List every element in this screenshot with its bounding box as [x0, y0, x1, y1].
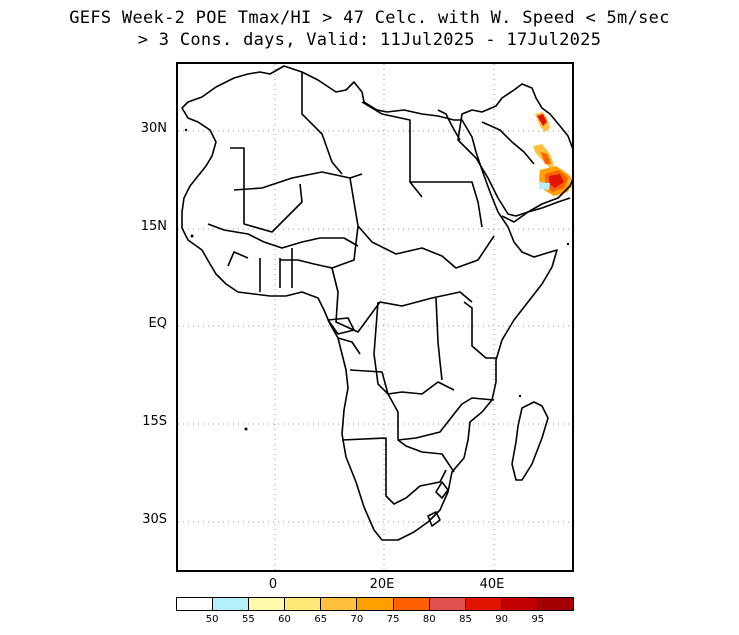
color-scale-label: 55	[241, 614, 255, 625]
map-gridlines	[178, 64, 572, 570]
africa-coastline	[181, 65, 572, 541]
lon-label-20e: 20E	[369, 577, 395, 592]
color-scale-label: 95	[531, 614, 545, 625]
small-islands	[184, 128, 570, 431]
map-panel	[176, 62, 574, 572]
color-scale-label: 60	[278, 614, 291, 625]
color-scale-cell	[501, 598, 538, 610]
color-scale-label: 75	[386, 614, 400, 625]
color-scale-label: 90	[495, 614, 508, 625]
probability-shading	[533, 112, 572, 196]
color-scale-label: 70	[350, 614, 364, 625]
lat-label-15s: 15S	[142, 414, 167, 429]
map-title-line-2: > 3 Cons. days, Valid: 11Jul2025 - 17Jul…	[137, 30, 602, 50]
lat-label-30s: 30S	[142, 512, 167, 527]
lat-label-30n: 30N	[140, 121, 167, 136]
color-scale-cell	[249, 598, 286, 610]
color-scale-cell	[213, 598, 250, 610]
color-scale-bar	[176, 597, 574, 611]
lat-label-eq: EQ	[148, 316, 167, 331]
color-scale-label: 50	[205, 614, 219, 625]
color-scale-cell	[429, 598, 466, 610]
color-scale-label: 85	[459, 614, 472, 625]
color-scale-label: 80	[422, 614, 436, 625]
lon-label-0: 0	[268, 577, 278, 592]
color-scale-cell	[357, 598, 394, 610]
color-scale-cell	[177, 598, 214, 610]
color-scale-label: 65	[314, 614, 328, 625]
africa-map	[178, 64, 572, 570]
color-scale-cell	[537, 598, 574, 610]
color-scale-cell	[465, 598, 502, 610]
color-scale-cell	[321, 598, 358, 610]
color-scale-cell	[393, 598, 430, 610]
lon-label-40e: 40E	[479, 577, 505, 592]
color-scale-cell	[285, 598, 322, 610]
lat-label-15n: 15N	[140, 219, 167, 234]
map-title-line-1: GEFS Week-2 POE Tmax/HI > 47 Celc. with …	[69, 8, 670, 28]
